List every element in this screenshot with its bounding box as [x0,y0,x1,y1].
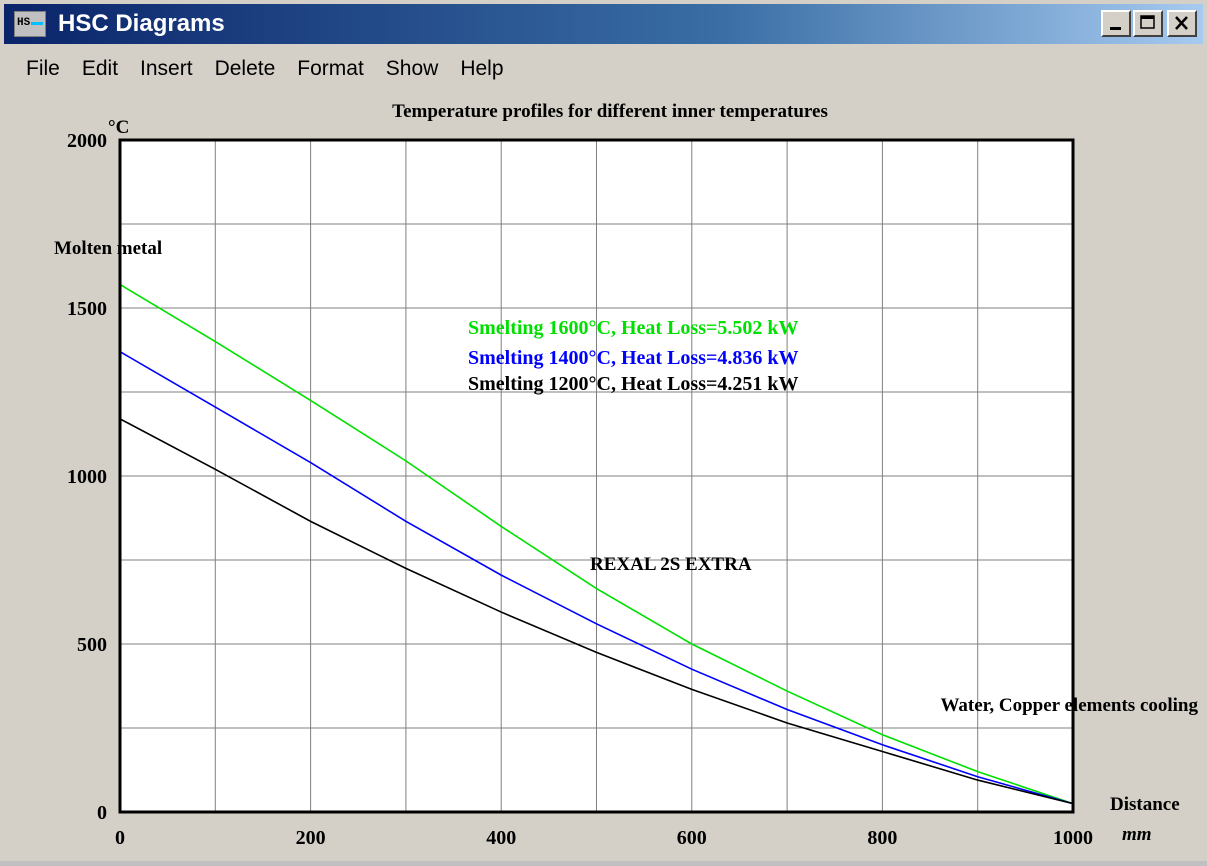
maximize-button[interactable] [1133,10,1163,37]
x-tick-label: 400 [486,827,516,849]
annotation-molten-metal: Molten metal [54,238,162,259]
maximize-icon [1140,15,1155,29]
x-tick-label: 200 [296,827,326,849]
legend-entry-2: Smelting 1400°C, Heat Loss=4.836 kW [468,347,799,369]
x-tick-label: 1000 [1053,827,1093,849]
temperature-chart: 0 200 400 600 800 1000 0 500 1000 1500 2000 °C Tem… [54,101,1198,849]
series-line-1 [119,274,1074,805]
menu-help[interactable]: Help [460,57,504,80]
close-icon [1175,16,1188,30]
y-tick-label: 1500 [67,298,107,320]
series-lines [119,274,1074,805]
x-tick-label: 0 [115,827,125,849]
legend: Smelting 1600°C, Heat Loss=5.502 kW Smelt… [468,317,799,395]
y-tick-label: 0 [97,802,107,824]
title-bar[interactable]: HS HSC Diagrams [4,4,1203,44]
y-tick-label: 500 [77,634,107,656]
menu-edit[interactable]: Edit [81,57,119,80]
window-controls [1101,10,1197,37]
legend-entry-3: Smelting 1200°C, Heat Loss=4.251 kW [468,373,799,395]
menu-format[interactable]: Format [297,57,364,80]
series-line-3 [119,408,1074,805]
menu-show[interactable]: Show [385,57,439,80]
x-tick-label: 800 [867,827,897,849]
x-axis-label: Distance [1110,794,1180,815]
tick-labels: 0 200 400 600 800 1000 0 500 1000 1500 2000 [67,130,1093,849]
window-title: HSC Diagrams [58,10,225,37]
x-axis-unit: mm [1122,824,1152,845]
grid-lines [120,140,1073,812]
chart-area: 0 200 400 600 800 1000 0 500 1000 1500 2000 °C Tem… [0,92,1207,861]
y-tick-label: 1000 [67,466,107,488]
y-axis-unit: °C [108,117,129,138]
chart-title: Temperature profiles for different inner… [392,101,828,122]
series-line-2 [119,341,1074,805]
plot-frame [118,138,1075,814]
annotation-rexal: REXAL 2S EXTRA [590,554,752,575]
menu-insert[interactable]: Insert [140,57,193,80]
menu-delete[interactable]: Delete [214,57,276,80]
menu-file[interactable]: File [26,57,60,80]
menu-bar: File Edit Insert Delete Format Show Help [4,48,1203,90]
annotation-cooling: Water, Copper elements cooling [940,695,1198,716]
minimize-icon [1110,27,1121,30]
hsc-app-icon[interactable]: HS [14,11,46,37]
y-tick-label: 2000 [67,130,107,152]
legend-entry-1: Smelting 1600°C, Heat Loss=5.502 kW [468,317,799,339]
minimize-button[interactable] [1101,10,1131,37]
x-tick-label: 600 [677,827,707,849]
close-button[interactable] [1167,10,1197,37]
